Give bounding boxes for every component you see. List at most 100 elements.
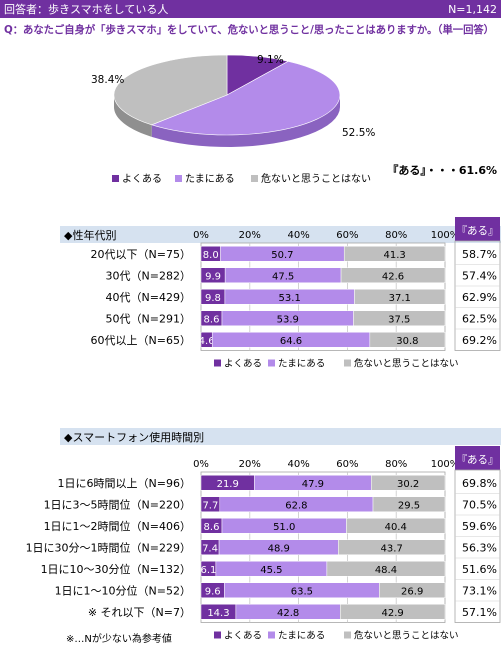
category-label: 50代（N=291） bbox=[106, 312, 191, 325]
bar-value-label: 37.5 bbox=[388, 314, 410, 325]
legend-label: 危ないと思うことはない bbox=[354, 358, 459, 370]
bar-value-label: 47.9 bbox=[302, 479, 324, 490]
ari-value: 69.8% bbox=[462, 477, 497, 490]
pie-summary: 『ある』・・・61.6% bbox=[387, 163, 497, 177]
x-tick-label: 100% bbox=[431, 230, 460, 241]
ari-column-box bbox=[454, 469, 501, 623]
ari-header-box bbox=[455, 217, 500, 241]
category-label: 20代以下（N=75） bbox=[91, 248, 191, 261]
bar-value-label: 43.7 bbox=[381, 543, 403, 554]
legend-label-often: よくある bbox=[122, 173, 162, 185]
x-tick-label: 0% bbox=[193, 230, 209, 241]
bar-value-label: 7.7 bbox=[202, 500, 218, 511]
x-tick-label: 20% bbox=[239, 459, 261, 470]
legend-swatch bbox=[268, 631, 275, 639]
legend-swatch bbox=[214, 631, 221, 639]
pie-legend: よくある たまにある 危ないと思うことはない bbox=[112, 173, 371, 185]
pie-slice-sometimes bbox=[150, 61, 341, 136]
bar-value-label: 30.2 bbox=[397, 479, 419, 490]
category-label: 30代（N=282） bbox=[106, 269, 191, 282]
x-tick-label: 20% bbox=[239, 230, 261, 241]
category-label: 1日に1～10分位（N=52） bbox=[55, 583, 191, 597]
legend-label-never: 危ないと思うことはない bbox=[261, 173, 371, 185]
ari-value: 62.9% bbox=[462, 291, 497, 304]
legend-swatch bbox=[268, 359, 275, 367]
section-title-usage: ◆スマートフォン使用時間別 bbox=[64, 431, 204, 444]
bar-segment-never bbox=[372, 496, 446, 512]
x-tick-label: 0% bbox=[193, 459, 209, 470]
section-band-age bbox=[60, 226, 501, 243]
category-label: 40代（N=429） bbox=[106, 291, 191, 304]
pie-label-never: 38.4% bbox=[91, 74, 124, 86]
ari-header-label: 『ある』 bbox=[457, 454, 499, 466]
category-label: 1日に3～5時間位（N=220） bbox=[44, 497, 191, 511]
ari-column-box bbox=[454, 240, 501, 351]
ari-value: 59.6% bbox=[462, 520, 497, 533]
section-band-usage bbox=[60, 428, 501, 445]
legend-label: たまにある bbox=[278, 631, 325, 642]
bar-value-label: 63.5 bbox=[291, 586, 313, 597]
n-total-label: N=1,142 bbox=[448, 3, 497, 16]
legend-swatch bbox=[214, 359, 221, 367]
bar-segment-never bbox=[371, 475, 446, 491]
bar-segment-never bbox=[353, 310, 446, 326]
bar-value-label: 64.6 bbox=[280, 336, 302, 347]
legend-swatch-often bbox=[112, 175, 119, 182]
category-label: 1日に6時間以上（N=96） bbox=[58, 477, 191, 490]
bar-value-label: 42.6 bbox=[382, 271, 404, 282]
bar-segment-never bbox=[340, 267, 446, 283]
bar-value-label: 37.1 bbox=[389, 293, 411, 304]
category-label: ※ それ以下（N=7） bbox=[88, 606, 191, 619]
ari-header-label: 『ある』 bbox=[457, 225, 499, 237]
bar-value-label: 41.3 bbox=[383, 250, 405, 261]
bar-value-label: 45.5 bbox=[260, 565, 282, 576]
bar-value-label: 8.6 bbox=[204, 314, 220, 325]
ari-value: 73.1% bbox=[462, 584, 497, 597]
bar-value-label: 8.0 bbox=[203, 250, 219, 261]
bar-value-label: 6.1 bbox=[200, 565, 216, 576]
bar-segment-never bbox=[338, 539, 446, 555]
bar-value-label: 9.9 bbox=[205, 271, 221, 282]
ari-value: 58.7% bbox=[462, 248, 497, 261]
ari-value: 56.3% bbox=[462, 541, 497, 554]
ari-value: 62.5% bbox=[462, 312, 497, 325]
ari-value: 57.1% bbox=[462, 606, 497, 619]
legend-label: よくある bbox=[224, 631, 262, 642]
bar-value-label: 4.6 bbox=[199, 336, 215, 347]
x-tick-label: 60% bbox=[336, 459, 358, 470]
category-label: 1日に1～2時間位（N=406） bbox=[44, 519, 191, 533]
legend-label: 危ないと思うことはない bbox=[354, 630, 459, 642]
bar-chart-usage: 0% 20% 40% 60% 80% 100%『ある』 1日に6時間以上（N=96） 21.9… bbox=[26, 446, 501, 642]
bar-value-label: 26.9 bbox=[401, 586, 423, 597]
bar-segment-never bbox=[343, 246, 446, 262]
category-label: 1日に30分～1時間位（N=229） bbox=[26, 540, 191, 554]
bar-chart-age: 0% 20% 40% 60% 80% 100%『ある』 20代以下（N=75） 8.0 50.7… bbox=[91, 217, 501, 370]
bar-value-label: 9.6 bbox=[205, 586, 221, 597]
bar-segment-never bbox=[340, 604, 446, 620]
legend-swatch-sometimes bbox=[175, 175, 182, 182]
bar-value-label: 62.8 bbox=[285, 500, 307, 511]
bar-value-label: 42.8 bbox=[277, 608, 299, 619]
bar-segment-never bbox=[326, 561, 446, 577]
bar-value-label: 42.9 bbox=[382, 608, 404, 619]
bar-value-label: 47.5 bbox=[272, 271, 294, 282]
legend-swatch bbox=[344, 359, 351, 367]
bar-value-label: 48.4 bbox=[375, 565, 397, 576]
legend-label: よくある bbox=[224, 359, 262, 370]
respondents-label: 回答者：歩きスマホをしている人 bbox=[4, 2, 168, 16]
question-text: Q：あなたご自身が「歩きスマホ」をしていて、危ないと思うこと/思ったことはありま… bbox=[4, 23, 494, 36]
x-tick-label: 40% bbox=[287, 230, 309, 241]
pie-side-2 bbox=[114, 95, 152, 137]
bar-value-label: 21.9 bbox=[217, 479, 239, 490]
bar-segment-never bbox=[369, 332, 446, 348]
ari-value: 69.2% bbox=[462, 334, 497, 347]
bar-segment-never bbox=[354, 289, 446, 305]
bar-value-label: 50.7 bbox=[271, 250, 293, 261]
bar-value-label: 7.4 bbox=[202, 543, 218, 554]
bar-value-label: 53.1 bbox=[279, 293, 301, 304]
x-tick-label: 60% bbox=[336, 230, 358, 241]
pie-slice-never bbox=[113, 54, 228, 126]
bar-value-label: 48.9 bbox=[268, 543, 290, 554]
legend-label: たまにある bbox=[278, 359, 325, 370]
